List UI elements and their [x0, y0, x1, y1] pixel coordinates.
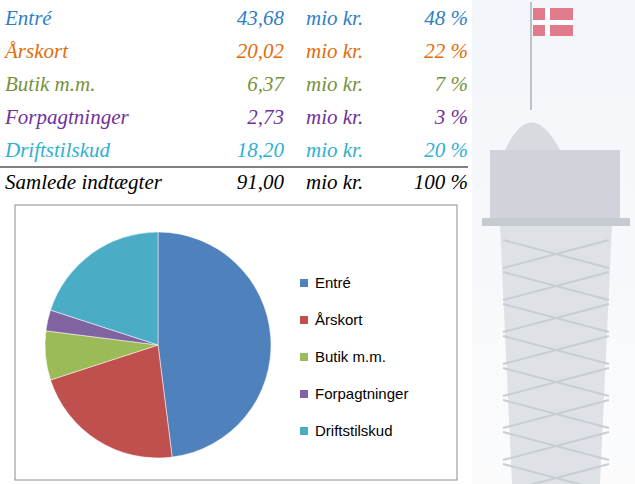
- legend-label: Forpagtninger: [315, 385, 408, 402]
- legend-label: Årskort: [315, 311, 363, 328]
- legend-swatch: [300, 316, 308, 324]
- lattice: [503, 240, 609, 268]
- legend: Entré Årskort Butik m.m. Forpagtninger Drift…: [300, 274, 408, 439]
- lattice: [503, 272, 609, 300]
- legend-swatch: [300, 353, 308, 361]
- tower-decoration: [472, 0, 635, 484]
- table-cell: mio kr.: [306, 6, 363, 30]
- legend-swatch: [300, 427, 308, 435]
- flag-cross: [533, 20, 573, 25]
- lattice: [503, 336, 609, 364]
- table-cell: Forpagtninger: [4, 105, 129, 129]
- table-cell: 18,20: [237, 138, 285, 162]
- table-cell: mio kr.: [306, 72, 363, 96]
- lattice: [503, 304, 609, 332]
- lattice: [503, 432, 609, 460]
- lattice: [503, 464, 609, 484]
- table-cell: Butik m.m.: [5, 72, 95, 96]
- table-cell: Årskort: [3, 39, 69, 63]
- table-cell: Samlede indtægter: [5, 170, 163, 194]
- table-cell: Driftstilskud: [4, 138, 111, 162]
- table-cell: mio kr.: [306, 39, 363, 63]
- lattice: [503, 368, 609, 396]
- table-cell: 43,68: [237, 6, 285, 30]
- pie: [45, 232, 271, 458]
- table-cell: 48 %: [424, 6, 468, 30]
- table-cell: 22 %: [424, 39, 468, 63]
- tower-body: [500, 226, 612, 484]
- table-cell: 2,73: [247, 105, 284, 129]
- chart-frame: [15, 205, 457, 480]
- table-cell: mio kr.: [306, 138, 363, 162]
- table-cell: mio kr.: [306, 105, 363, 129]
- table-cell: 20,02: [237, 39, 285, 63]
- lattice: [503, 336, 609, 364]
- sky: [472, 0, 635, 484]
- table-cell: 20 %: [424, 138, 468, 162]
- lattice: [503, 464, 609, 484]
- pie-slice: [158, 232, 271, 457]
- lattice: [503, 272, 609, 300]
- legend-swatch: [300, 279, 308, 287]
- dome: [505, 123, 560, 151]
- lattice: [503, 400, 609, 428]
- table-cell: Entré: [4, 6, 53, 30]
- legend-label: Entré: [315, 274, 351, 291]
- legend-label: Butik m.m.: [315, 348, 386, 365]
- table-cell: 7 %: [435, 72, 468, 96]
- lattice: [503, 368, 609, 396]
- cabin: [490, 150, 620, 220]
- total-rule: [0, 167, 468, 168]
- cabin-floor: [482, 218, 630, 226]
- legend-swatch: [300, 390, 308, 398]
- stage: Entré 43,68 mio kr. 48 % Årskort 20,02 mio kr.…: [0, 0, 635, 484]
- table-cell: 6,37: [247, 72, 285, 96]
- table-cell: mio kr.: [306, 170, 363, 194]
- lattice: [503, 400, 609, 428]
- lattice: [503, 240, 609, 268]
- table-cell: 91,00: [237, 170, 285, 194]
- legend-label: Driftstilskud: [315, 422, 393, 439]
- flag: [533, 8, 573, 36]
- table-cell: 3 %: [434, 105, 468, 129]
- lattice: [503, 304, 609, 332]
- table-cell: 100 %: [414, 170, 468, 194]
- flag-pole: [530, 2, 532, 110]
- pie-slice: [51, 232, 158, 345]
- lattice: [503, 432, 609, 460]
